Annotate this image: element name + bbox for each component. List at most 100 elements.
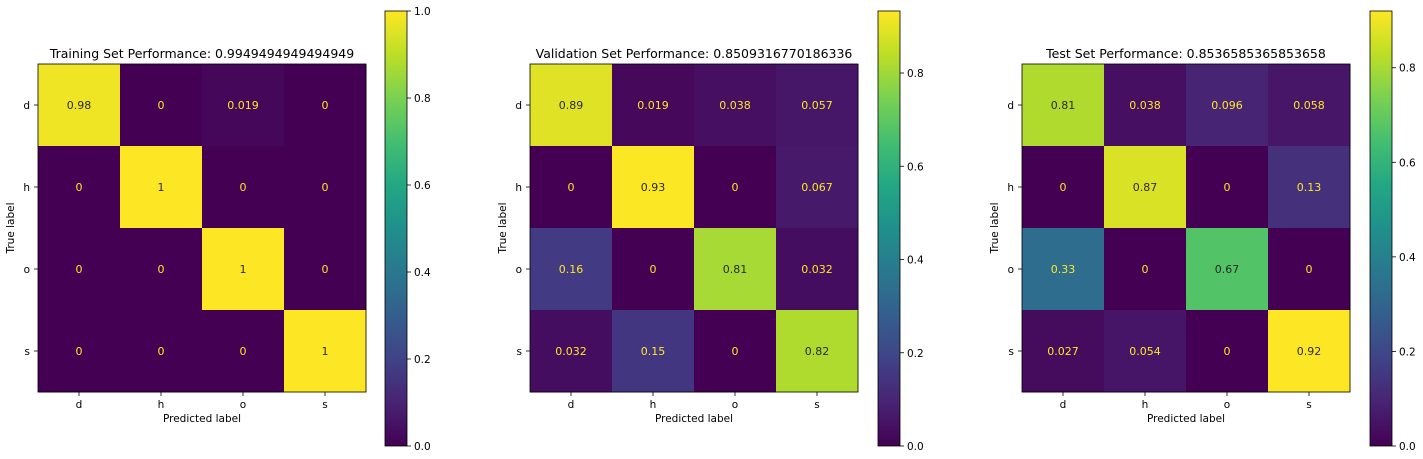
plot-frame [1021,63,1351,393]
colorbar [1369,10,1393,447]
colorbar-tick-label: 1.0 [414,6,431,18]
x-tick-label: d [568,399,575,411]
confusion-matrix-panel-1: Training Set Performance: 0.994949494949… [5,6,431,453]
cell-value-label: 0 [76,263,83,276]
y-tick-label: h [23,182,30,194]
heatmap-cell [202,310,285,393]
cell-value-label: 0.81 [723,263,748,276]
cell-value-label: 0 [732,181,739,194]
heatmap-cell [284,146,367,229]
heatmap-cell [1022,228,1105,311]
heatmap-cell [694,146,777,229]
cell-value-label: 0 [1142,263,1149,276]
heatmap-cell [1268,146,1351,229]
x-axis-label: Predicted label [1147,413,1225,425]
y-tick-label: d [515,100,522,112]
x-tick-label: d [1060,399,1067,411]
cell-value-label: 0.93 [641,181,666,194]
cell-value-label: 0.032 [801,263,833,276]
colorbar-tick-label: 0.2 [1399,346,1416,358]
cell-value-label: 0.16 [559,263,584,276]
heatmap-cell [694,64,777,147]
heatmap-cell [120,310,203,393]
colorbar-tick-label: 0.2 [414,354,431,366]
cell-value-label: 0.82 [805,345,830,358]
cell-value-label: 0 [1224,345,1231,358]
cell-value-label: 0.096 [1211,99,1243,112]
cell-value-label: 0 [322,263,329,276]
heatmap-cell [120,228,203,311]
cell-value-label: 0 [158,263,165,276]
colorbar-tick-label: 0.8 [1399,63,1416,75]
cell-value-label: 0 [650,263,657,276]
heatmap-cell [694,310,777,393]
cell-value-label: 1 [322,345,329,358]
cell-value-label: 0 [1224,181,1231,194]
colorbar-tick-label: 0.6 [907,161,924,173]
colorbar-tick-label: 0.4 [907,255,924,267]
cell-value-label: 1 [158,181,165,194]
colorbar-tick-label: 0.0 [414,441,431,453]
y-tick-label: o [24,264,30,276]
x-axis-label: Predicted label [655,413,733,425]
cell-value-label: 0.019 [227,99,259,112]
colorbar-tick-label: 0.0 [1399,441,1416,453]
heatmap-cell [1186,228,1269,311]
heatmap-cell [202,64,285,147]
confusion-matrix-panel-3: Test Set Performance: 0.8536585365853658… [989,10,1416,453]
heatmap-cell [776,228,859,311]
x-tick-label: s [322,399,327,411]
heatmap-cell [1268,64,1351,147]
heatmap-cell [38,228,121,311]
heatmap-cell [38,64,121,147]
x-tick-label: s [1306,399,1311,411]
cell-value-label: 0 [76,181,83,194]
heatmap-cell [38,310,121,393]
colorbar-tick-label: 0.6 [414,180,431,192]
plot-frame [529,63,859,393]
y-tick-label: h [515,182,522,194]
cell-value-label: 0 [322,99,329,112]
cell-value-label: 0 [732,345,739,358]
heatmap-cell [612,146,695,229]
y-axis-label: True label [5,202,17,254]
cell-value-label: 0 [158,99,165,112]
heatmap-cell [1022,64,1105,147]
y-tick-label: d [1007,100,1014,112]
heatmap-cell [1268,310,1351,393]
heatmap-cell [612,310,695,393]
colorbar-tick-label: 0.8 [414,93,431,105]
cell-value-label: 0.67 [1215,263,1240,276]
panel-title: Validation Set Performance: 0.8509316770… [536,46,853,61]
x-axis-label: Predicted label [163,413,241,425]
y-tick-label: s [25,346,30,358]
colorbar [384,10,408,447]
heatmap-cell [776,146,859,229]
x-tick-label: h [1142,399,1149,411]
y-tick-label: s [1009,346,1014,358]
colorbar [877,10,901,447]
heatmap-cell [38,146,121,229]
x-tick-label: s [814,399,819,411]
cell-value-label: 0 [158,345,165,358]
cell-value-label: 0.027 [1047,345,1079,358]
panel-title: Test Set Performance: 0.8536585365853658 [1045,46,1326,61]
heatmap-cell [1104,64,1187,147]
heatmap-cell [530,310,613,393]
x-tick-label: h [650,399,657,411]
heatmap-cell [694,228,777,311]
heatmap-cell [1104,310,1187,393]
y-tick-label: d [23,100,30,112]
heatmap-cell [120,146,203,229]
heatmap-cell [202,228,285,311]
cell-value-label: 0.33 [1051,263,1076,276]
colorbar-tick-label: 0.6 [1399,157,1416,169]
cell-value-label: 0.057 [801,99,833,112]
confusion-matrix-panel-2: Validation Set Performance: 0.8509316770… [497,10,924,453]
heatmap-cell [1186,146,1269,229]
cell-value-label: 0.81 [1051,99,1076,112]
heatmap-cell [612,228,695,311]
cell-value-label: 0 [240,345,247,358]
y-tick-label: h [1007,182,1014,194]
